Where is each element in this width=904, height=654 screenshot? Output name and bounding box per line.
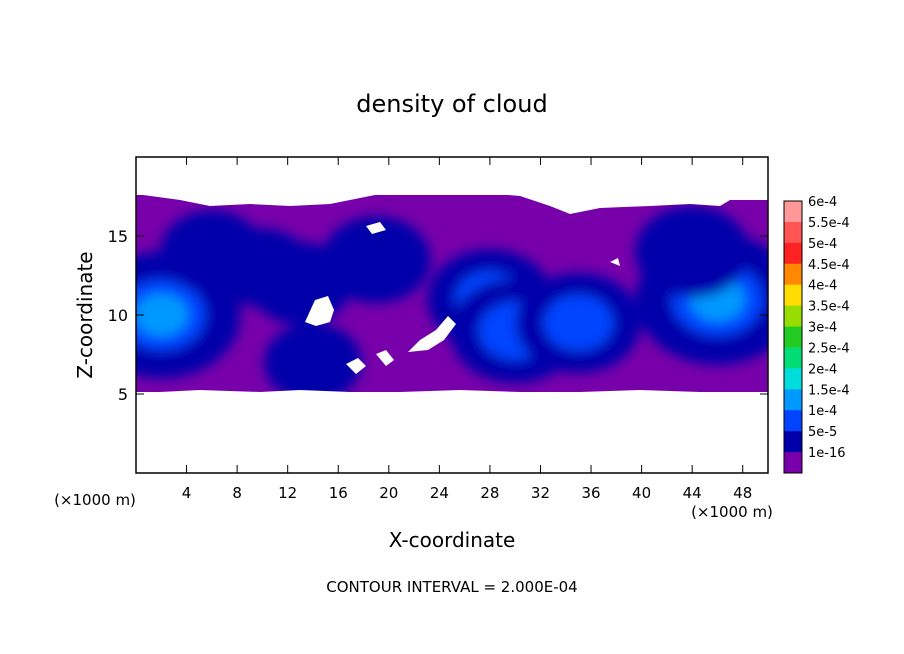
colorbar-swatch bbox=[784, 347, 802, 369]
x-axis-label: X-coordinate bbox=[389, 528, 516, 552]
x-unit-right: (×1000 m) bbox=[691, 503, 773, 521]
x-tick-label: 20 bbox=[379, 484, 398, 502]
colorbar-swatch bbox=[784, 368, 802, 390]
colorbar-swatch bbox=[784, 410, 802, 432]
y-tick-label: 10 bbox=[108, 306, 128, 325]
colorbar-label: 3e-4 bbox=[808, 321, 837, 336]
colorbar-label: 1e-4 bbox=[808, 404, 837, 419]
x-tick-label: 40 bbox=[632, 484, 651, 502]
x-tick-label: 12 bbox=[278, 484, 297, 502]
x-tick-label: 16 bbox=[329, 484, 348, 502]
x-axis-ticks: 4 8 12 16 20 24 28 32 36 40 44 48 bbox=[182, 157, 752, 502]
y-tick-label: 15 bbox=[108, 227, 128, 246]
colorbar-label: 4.5e-4 bbox=[808, 258, 850, 273]
colorbar-label: 6e-4 bbox=[808, 195, 837, 210]
chart-title: density of cloud bbox=[356, 90, 547, 118]
plot-area bbox=[136, 157, 768, 473]
clear-air-holes bbox=[136, 157, 768, 473]
x-tick-label: 4 bbox=[182, 484, 192, 502]
contour-blob-core bbox=[136, 293, 189, 337]
contour-blob-core bbox=[543, 294, 614, 351]
colorbar-label: 5e-4 bbox=[808, 237, 837, 252]
x-tick-label: 28 bbox=[480, 484, 499, 502]
density-contours bbox=[136, 206, 768, 392]
colorbar-frame bbox=[783, 200, 803, 474]
colorbar-label: 5e-5 bbox=[808, 425, 837, 440]
x-unit-left: (×1000 m) bbox=[54, 491, 136, 509]
colorbar-label: 1e-16 bbox=[808, 446, 846, 461]
contour-interval-note: CONTOUR INTERVAL = 2.000E-04 bbox=[326, 578, 577, 596]
colorbar-swatch bbox=[784, 284, 802, 307]
colorbar-swatch bbox=[784, 452, 802, 474]
colorbar-label: 2.5e-4 bbox=[808, 341, 850, 356]
x-tick-label: 44 bbox=[683, 484, 702, 502]
colorbar-swatch bbox=[784, 389, 802, 411]
y-axis-label: Z-coordinate bbox=[73, 251, 97, 378]
colorbar-label: 2e-4 bbox=[808, 362, 837, 377]
contour-blob-core bbox=[333, 225, 419, 294]
colorbar-label: 4e-4 bbox=[808, 279, 837, 294]
colorbar-swatch bbox=[784, 431, 802, 453]
x-tick-label: 36 bbox=[581, 484, 600, 502]
colorbar-label: 1.5e-4 bbox=[808, 383, 850, 398]
y-tick-label: 5 bbox=[118, 385, 128, 404]
contour-blob-core bbox=[274, 331, 351, 392]
colorbar-label: 5.5e-4 bbox=[808, 216, 850, 231]
colorbar-swatch bbox=[784, 305, 802, 328]
colorbar-swatch bbox=[784, 263, 802, 286]
y-axis-ticks: 5 10 15 bbox=[108, 227, 768, 404]
colorbar: 6e-4 5.5e-4 5e-4 4.5e-4 4e-4 3.5e-4 3e-4 2.5e-4… bbox=[783, 195, 850, 474]
colorbar-swatch bbox=[784, 201, 802, 223]
x-tick-label: 48 bbox=[733, 484, 752, 502]
contour-blob-core bbox=[647, 216, 737, 288]
x-tick-label: 8 bbox=[232, 484, 242, 502]
colorbar-swatch bbox=[784, 221, 802, 244]
colorbar-swatch bbox=[784, 242, 802, 265]
colorbar-label: 3.5e-4 bbox=[808, 300, 850, 315]
colorbar-swatch bbox=[784, 326, 802, 348]
x-tick-label: 32 bbox=[531, 484, 550, 502]
x-tick-label: 24 bbox=[430, 484, 449, 502]
